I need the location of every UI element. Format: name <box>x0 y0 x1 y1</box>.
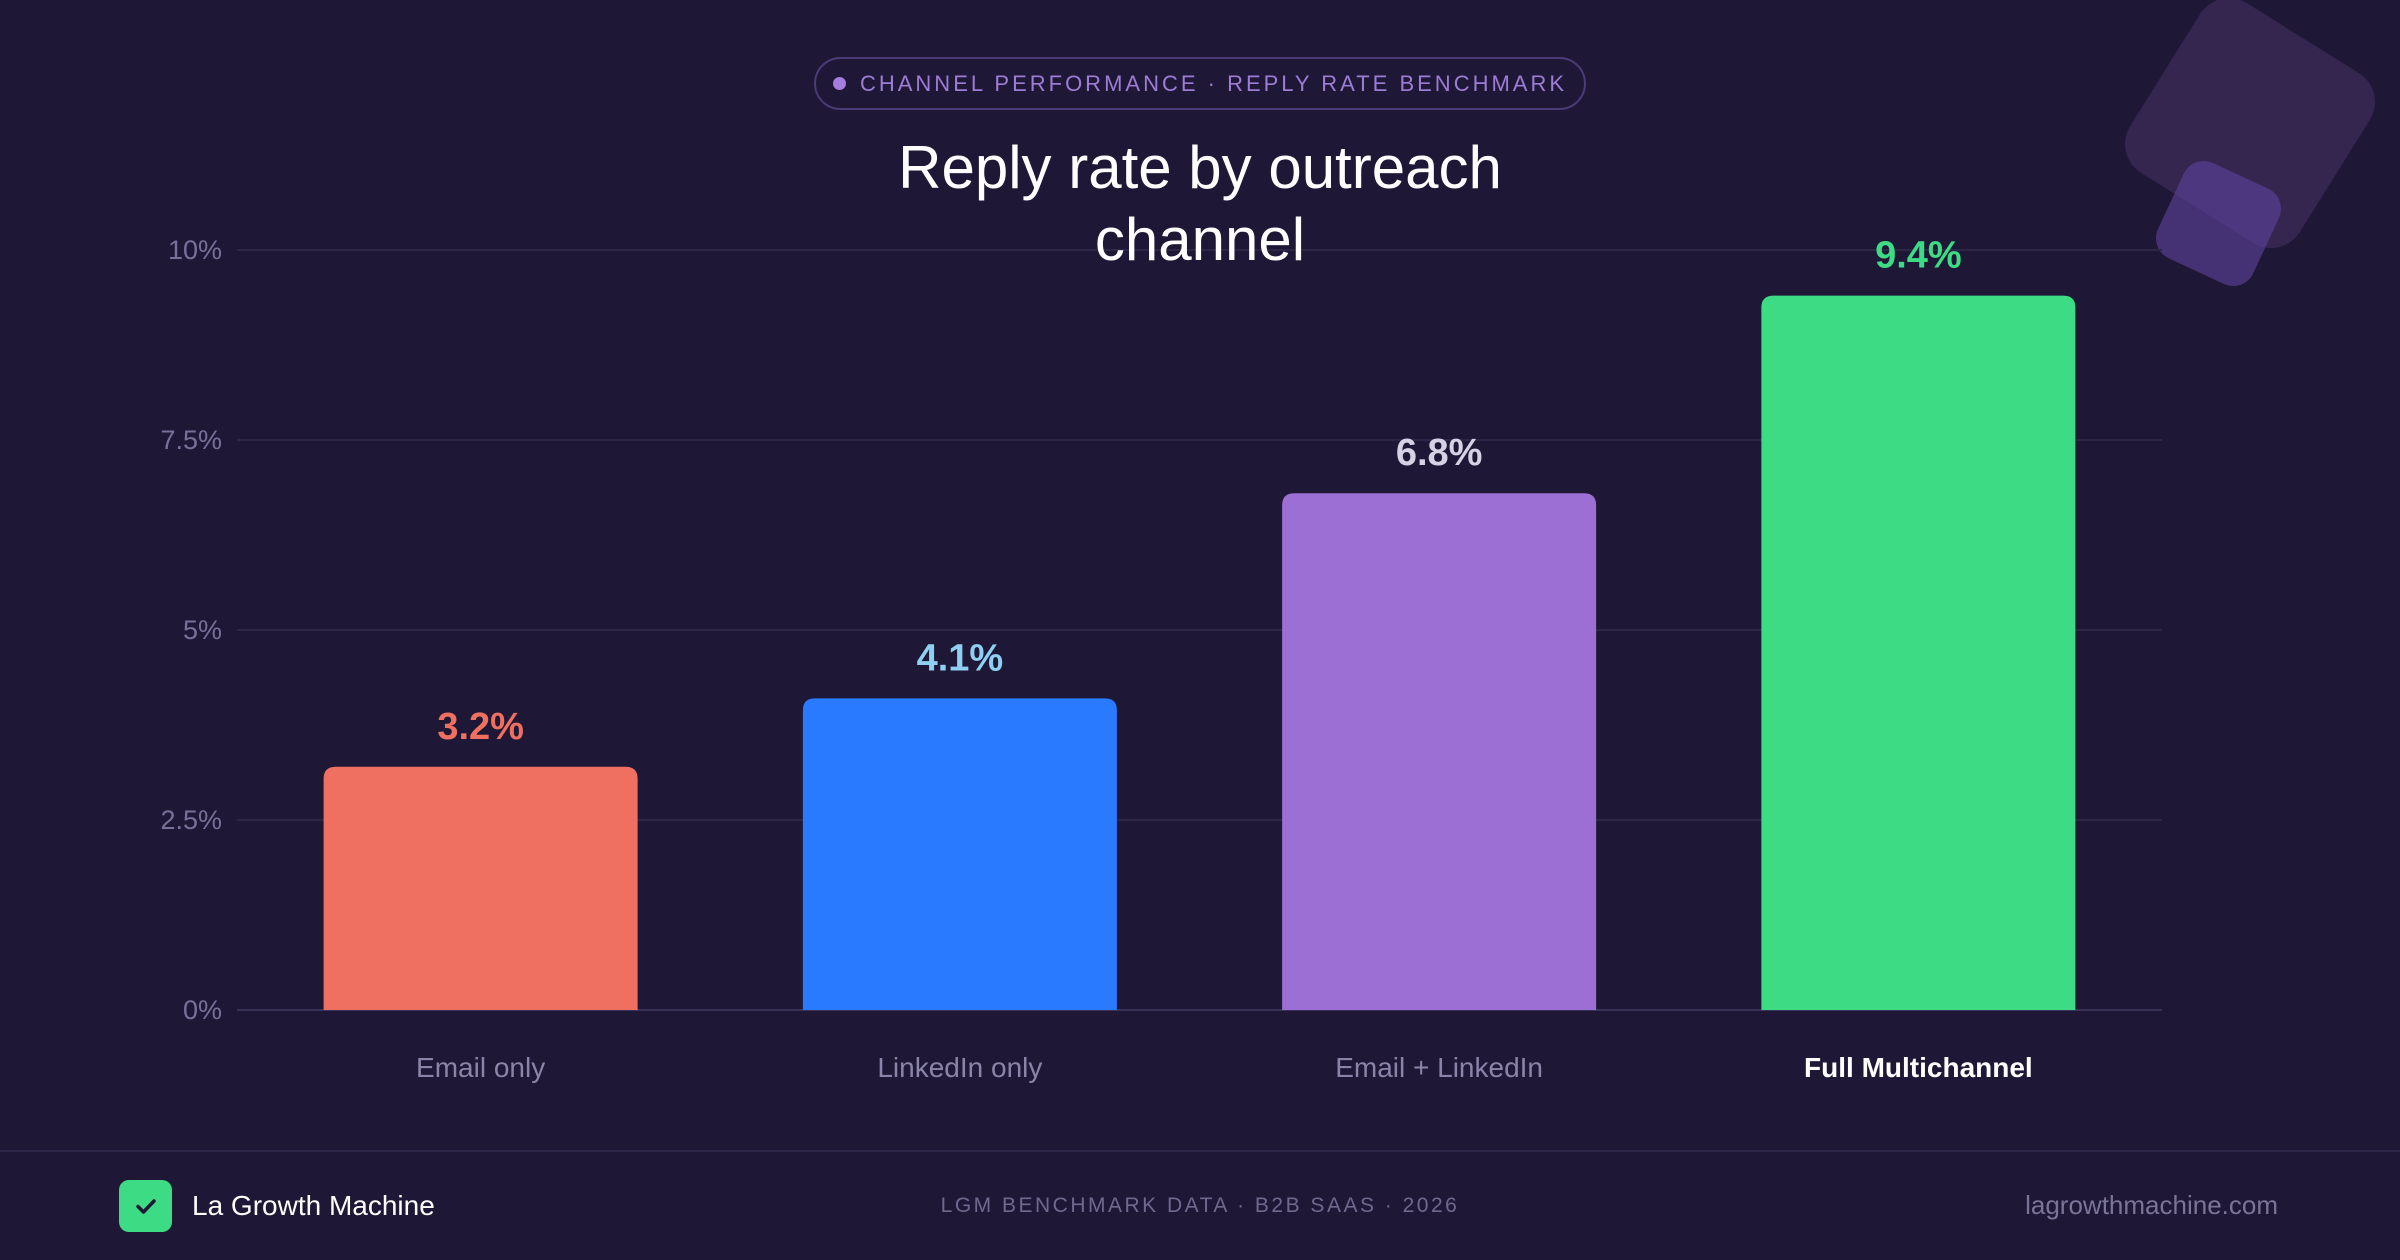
eyebrow-badge: CHANNEL PERFORMANCE · REPLY RATE BENCHMA… <box>814 57 1586 110</box>
dot-icon <box>832 77 846 90</box>
data-label: 4.1% <box>917 637 1004 679</box>
x-tick-label: LinkedIn only <box>877 1052 1042 1083</box>
bar-0 <box>323 766 638 1010</box>
y-tick-label: 7.5% <box>160 425 222 455</box>
eyebrow-text: CHANNEL PERFORMANCE · REPLY RATE BENCHMA… <box>859 70 1568 96</box>
footer-divider <box>0 1150 2400 1152</box>
data-label: 3.2% <box>437 706 524 748</box>
x-tick-label: Full Multichannel <box>1804 1052 2033 1083</box>
bar-chart: 0% 2.5% 5% 7.5% 10% 3.2% Email only 4.1% LinkedI… <box>160 235 2162 1083</box>
y-tick-label: 2.5% <box>160 805 222 835</box>
footer-url[interactable]: lagrowthmachine.com <box>2025 1190 2278 1220</box>
bar-2 <box>1282 493 1597 1010</box>
bar-3 <box>1761 295 2076 1011</box>
data-label: 6.8% <box>1396 432 1483 474</box>
x-tick-label: Email only <box>416 1052 545 1083</box>
footer-source: LGM BENCHMARK DATA · B2B SAAS · 2026 <box>940 1194 1460 1217</box>
y-tick-label: 10% <box>168 235 222 265</box>
y-tick-label: 5% <box>183 615 222 645</box>
data-label: 9.4% <box>1875 235 1962 277</box>
bar-1 <box>802 698 1117 1010</box>
x-tick-label: Email + LinkedIn <box>1335 1052 1543 1083</box>
y-tick-label: 0% <box>183 995 222 1025</box>
brand-name: La Growth Machine <box>192 1190 435 1221</box>
chart-title: Reply rate by outreach channel <box>898 134 1502 273</box>
check-logo-icon <box>119 1180 172 1232</box>
